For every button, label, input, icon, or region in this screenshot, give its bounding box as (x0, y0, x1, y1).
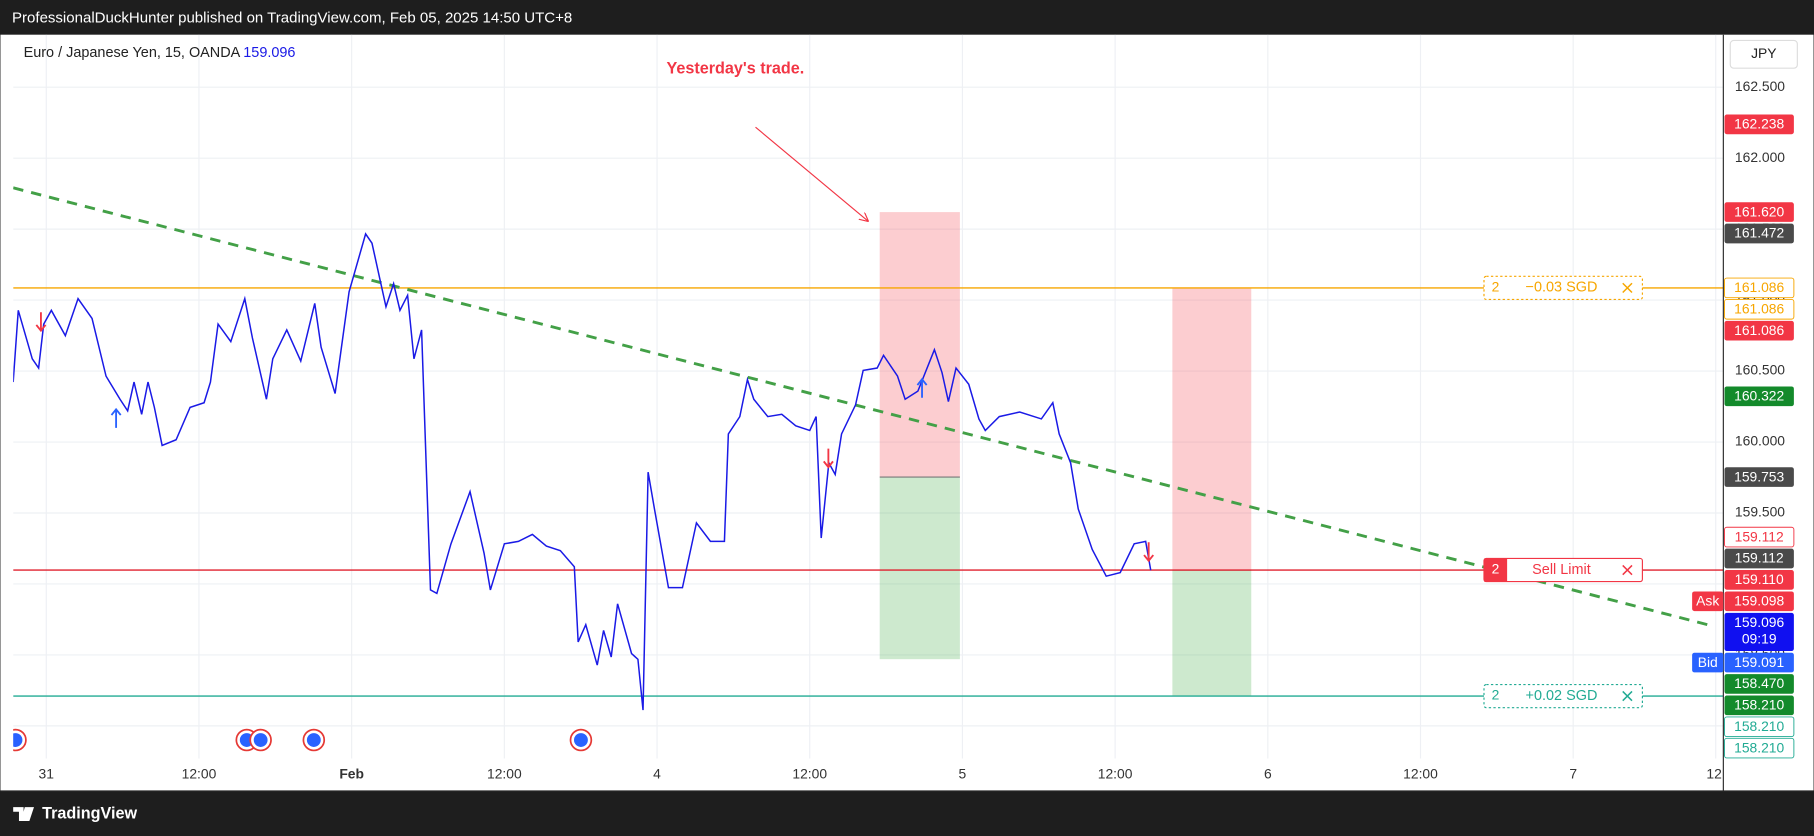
order-close[interactable] (1622, 282, 1633, 294)
annotation-arrow (755, 126, 868, 221)
x-tick-label: 12 (1706, 765, 1722, 781)
price-label: 160.322 (1734, 388, 1784, 404)
price-label-box (1724, 716, 1795, 738)
y-tick-label: 162.500 (1735, 78, 1785, 94)
currency[interactable]: JPY (1751, 45, 1776, 61)
price-label-box (1724, 223, 1794, 244)
price-label-box (1724, 277, 1795, 299)
price-tag-box (1692, 652, 1724, 673)
price-label: 162.238 (1734, 116, 1784, 132)
x-tick-label: 4 (653, 765, 661, 781)
price-label-box (1724, 320, 1794, 341)
price-label-box (1724, 467, 1794, 487)
sell-signal (823, 448, 834, 469)
price-label-box (1724, 737, 1795, 759)
price-label-box (1724, 652, 1794, 673)
x-tick-label: Feb (339, 765, 364, 781)
sell-signal (1143, 542, 1155, 563)
price-label-box (1724, 695, 1794, 716)
price-line (13, 232, 1152, 711)
stop-zone (1172, 287, 1252, 571)
price-label: 161.086 (1734, 279, 1784, 295)
footer-logo (13, 807, 34, 821)
last-price: 159.096 (243, 45, 295, 61)
price-label: 161.620 (1734, 203, 1784, 219)
x-tick-label: 6 (1264, 765, 1272, 781)
annotation: Yesterday's trade. (666, 60, 804, 78)
plot-area (13, 34, 1724, 759)
footer-brand: TradingView (42, 804, 137, 822)
order-close[interactable] (1622, 690, 1633, 702)
target-zone (879, 477, 960, 660)
price-label-box (1724, 526, 1795, 548)
sell-signal (35, 312, 47, 333)
buy-signal (916, 377, 928, 398)
price-label: 159.091 (1734, 654, 1784, 670)
price-label-box (1724, 612, 1794, 651)
price-label-box (1724, 548, 1794, 569)
y-tick-label: 159.500 (1735, 504, 1785, 520)
order-qty: 2 (1492, 561, 1500, 577)
x-tick-label: 12:00 (1403, 765, 1438, 781)
price-label-box (1724, 570, 1794, 590)
price-label-box (1724, 298, 1795, 320)
order-label: −0.03 SGD (1526, 280, 1598, 296)
x-tick-label: 5 (959, 765, 967, 781)
price-tag: Bid (1698, 654, 1718, 670)
order-box[interactable] (1483, 683, 1643, 709)
price-label-box (1724, 674, 1794, 694)
order-qty: 2 (1492, 687, 1500, 703)
event-icon-inner (306, 733, 321, 747)
price-label: 161.472 (1734, 225, 1784, 241)
y-tick-label: 160.000 (1735, 433, 1785, 449)
price-label: 159.098 (1734, 593, 1784, 609)
countdown: 09:19 (1742, 631, 1777, 647)
x-tick-label: 12:00 (487, 765, 522, 781)
target-zone (1172, 570, 1252, 697)
x-tick-label: 12:00 (1098, 765, 1133, 781)
y-tick-label: 162.000 (1735, 149, 1785, 165)
price-label: 159.110 (1735, 571, 1784, 587)
order-label: Sell Limit (1532, 562, 1591, 578)
price-label-box (1724, 591, 1794, 612)
event-icon-inner (13, 733, 23, 747)
price-tag-box (1692, 591, 1724, 612)
price-label: 161.086 (1734, 301, 1784, 317)
price-tag: Ask (1696, 593, 1719, 609)
currency-button[interactable] (1729, 39, 1798, 69)
price-label: 158.210 (1734, 718, 1784, 734)
x-tick-label: 12:00 (182, 765, 217, 781)
order-qty-box (1483, 558, 1508, 582)
stop-zone (879, 212, 960, 478)
x-tick-label: 31 (39, 765, 55, 781)
trendline (13, 186, 1713, 628)
order-qty: 2 (1492, 279, 1500, 295)
price-label: 159.753 (1734, 468, 1784, 484)
price-label-box (1724, 114, 1794, 135)
order-close[interactable] (1622, 564, 1633, 576)
publish-header: ProfessionalDuckHunter published on Trad… (12, 9, 572, 26)
x-tick-label: 7 (1569, 765, 1577, 781)
price-label-box (1724, 202, 1794, 222)
price-label: 161.086 (1734, 322, 1784, 338)
event-icon-inner (253, 733, 268, 747)
order-label: +0.02 SGD (1526, 688, 1598, 704)
price-label: 158.210 (1734, 697, 1784, 713)
symbol-title: Euro / Japanese Yen, 15, OANDA (24, 45, 241, 61)
buy-signal (110, 407, 122, 428)
price-label: 159.112 (1735, 550, 1784, 566)
y-tick-label: 160.500 (1735, 362, 1785, 378)
price-label: 158.210 (1734, 739, 1784, 755)
event-icon-inner (573, 733, 588, 747)
price-label-box (1724, 386, 1794, 407)
chart-panel (0, 34, 1814, 791)
x-tick-label: 12:00 (792, 765, 827, 781)
order-box[interactable] (1483, 275, 1643, 301)
price-label: 159.096 (1734, 614, 1784, 630)
price-label: 158.470 (1734, 675, 1784, 691)
price-label: 159.112 (1735, 528, 1784, 544)
